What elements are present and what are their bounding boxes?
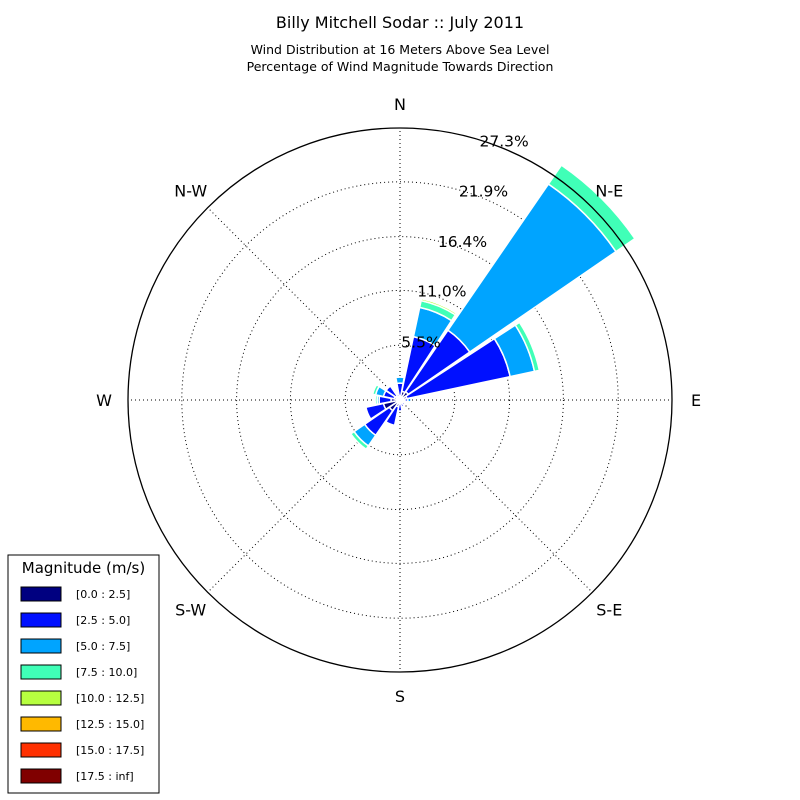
- polar-frame: [127, 127, 673, 673]
- legend-entry-label: [0.0 : 2.5]: [76, 588, 130, 601]
- chart-title: Billy Mitchell Sodar :: July 2011: [276, 13, 524, 32]
- direction-label: S-W: [175, 600, 206, 619]
- legend-entry-label: [17.5 : inf]: [76, 770, 134, 783]
- legend-entry-label: [7.5 : 10.0]: [76, 666, 137, 679]
- wind-bar-segment: [406, 397, 412, 403]
- grid-spoke-8: [207, 207, 401, 401]
- grid-ring-3: [236, 236, 564, 564]
- wind-bar-segment: [349, 430, 370, 451]
- grid-ring-2: [289, 289, 511, 511]
- legend-entry-label: [10.0 : 12.5]: [76, 692, 144, 705]
- legend-swatch: [20, 612, 62, 628]
- direction-labels: N N-E E S-E S S-W W N-W: [96, 95, 701, 706]
- radial-tick-label: 16.4%: [438, 233, 487, 251]
- legend-swatch: [20, 638, 62, 654]
- wind-bar-segment: [384, 384, 399, 399]
- wind-bar-segment: [420, 296, 459, 315]
- grid-spoke-4: [399, 399, 593, 593]
- direction-label: S: [395, 687, 405, 706]
- legend-entry-label: [5.0 : 7.5]: [76, 640, 130, 653]
- grid-spoke-6: [207, 399, 401, 593]
- chart-subtitle-line-2: Percentage of Wind Magnitude Towards Dir…: [247, 59, 554, 74]
- direction-label: N-W: [174, 182, 207, 201]
- wind-bar-segment: [547, 164, 636, 253]
- wind-bar-segment: [371, 383, 381, 396]
- legend-entry-label: [12.5 : 15.0]: [76, 718, 144, 731]
- wind-bar-segment: [365, 402, 387, 421]
- radial-tick-labels: 5.5% 11.0% 16.4% 21.9% 27.3%: [401, 133, 528, 352]
- wind-bar-segment: [395, 393, 401, 398]
- radial-tick-label: 27.3%: [479, 133, 528, 151]
- legend-title: Magnitude (m/s): [22, 559, 145, 577]
- legend-swatch: [20, 742, 62, 758]
- direction-label: E: [691, 391, 701, 410]
- grid-ring-4: [181, 181, 619, 619]
- legend-entry-label: [2.5 : 5.0]: [76, 614, 130, 627]
- direction-label: N-E: [595, 182, 623, 201]
- direction-label: N: [394, 95, 406, 114]
- chart-subtitle-line-1: Wind Distribution at 16 Meters Above Sea…: [251, 42, 550, 57]
- legend: Magnitude (m/s) [0.0 : 2.5] [2.5 : 5.0] [5.…: [7, 554, 160, 794]
- legend-swatch: [20, 768, 62, 784]
- legend-entry-label: [15.0 : 17.5]: [76, 744, 144, 757]
- wind-bars: [349, 164, 636, 451]
- legend-swatch: [20, 716, 62, 732]
- grid-ring-1: [344, 344, 456, 456]
- wind-bar-segment: [394, 376, 406, 385]
- radial-tick-label: 21.9%: [459, 182, 508, 200]
- legend-swatch: [20, 586, 62, 602]
- radial-tick-label: 5.5%: [401, 333, 440, 351]
- legend-swatch: [20, 690, 62, 706]
- wind-bar-segment: [374, 394, 379, 406]
- direction-label: W: [96, 391, 112, 410]
- direction-label: S-E: [596, 600, 622, 619]
- wind-bar-segment: [514, 321, 541, 373]
- legend-swatch: [20, 664, 62, 680]
- radial-tick-label: 11.0%: [417, 283, 466, 301]
